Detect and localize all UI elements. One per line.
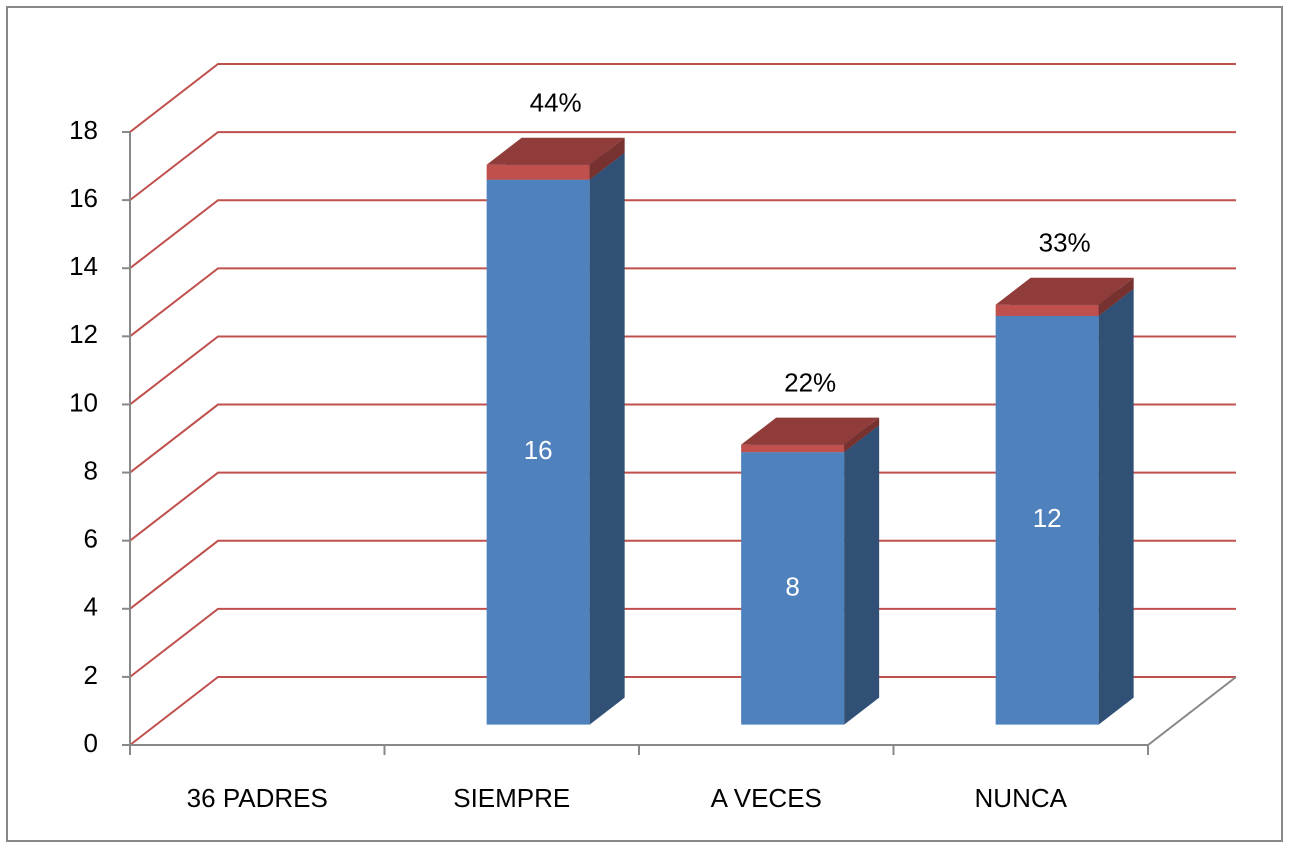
x-tick-label: NUNCA bbox=[975, 783, 1068, 813]
y-tick-label: 4 bbox=[84, 592, 98, 622]
data-label: 12 bbox=[1033, 503, 1062, 533]
bar-face bbox=[741, 417, 880, 445]
bar bbox=[995, 288, 1134, 725]
bar bbox=[741, 417, 880, 453]
bar-face bbox=[995, 315, 1099, 725]
bar-face bbox=[589, 137, 625, 180]
y-tick-label: 12 bbox=[69, 319, 98, 349]
y-tick-label: 10 bbox=[69, 387, 98, 417]
bar bbox=[486, 152, 625, 725]
data-label: 8 bbox=[785, 571, 799, 601]
grid-line bbox=[129, 267, 1236, 338]
grid-line bbox=[129, 539, 1236, 610]
grid-line bbox=[129, 335, 1236, 406]
y-tick-label: 18 bbox=[69, 115, 98, 145]
data-label: 22% bbox=[784, 368, 836, 398]
bar-face bbox=[844, 425, 880, 725]
grid-line bbox=[129, 131, 1236, 201]
y-tick-label: 6 bbox=[84, 524, 98, 554]
bar-face bbox=[486, 164, 590, 180]
x-tick-label: 36 PADRES bbox=[187, 783, 328, 813]
grid-line bbox=[129, 607, 1236, 678]
y-tick-label: 0 bbox=[84, 728, 98, 758]
grid-line bbox=[129, 63, 1236, 133]
grid-line bbox=[129, 471, 1236, 542]
x-tick-label: SIEMPRE bbox=[453, 783, 570, 813]
bar-face bbox=[486, 137, 625, 165]
bar bbox=[741, 425, 880, 725]
bar-face bbox=[995, 304, 1099, 316]
bar-face bbox=[589, 152, 625, 725]
x-tick-label: A VECES bbox=[711, 783, 822, 813]
bar-face bbox=[486, 179, 590, 725]
bar bbox=[486, 137, 625, 180]
bar-face bbox=[844, 417, 880, 453]
bar-face bbox=[741, 452, 845, 725]
y-tick-label: 2 bbox=[84, 660, 98, 690]
grid-line bbox=[129, 199, 1236, 270]
data-label: 33% bbox=[1039, 228, 1091, 258]
bar bbox=[995, 277, 1134, 316]
grid-line bbox=[129, 676, 1236, 746]
bar-face bbox=[1098, 277, 1134, 316]
data-label: 44% bbox=[530, 88, 582, 118]
grid-line bbox=[129, 403, 1236, 474]
bar-face bbox=[995, 277, 1134, 305]
bar-face bbox=[1098, 288, 1134, 725]
y-tick-label: 16 bbox=[69, 183, 98, 213]
y-tick-label: 8 bbox=[84, 455, 98, 485]
bar-face bbox=[741, 444, 845, 453]
data-label: 16 bbox=[524, 435, 553, 465]
y-tick-label: 14 bbox=[69, 251, 98, 281]
